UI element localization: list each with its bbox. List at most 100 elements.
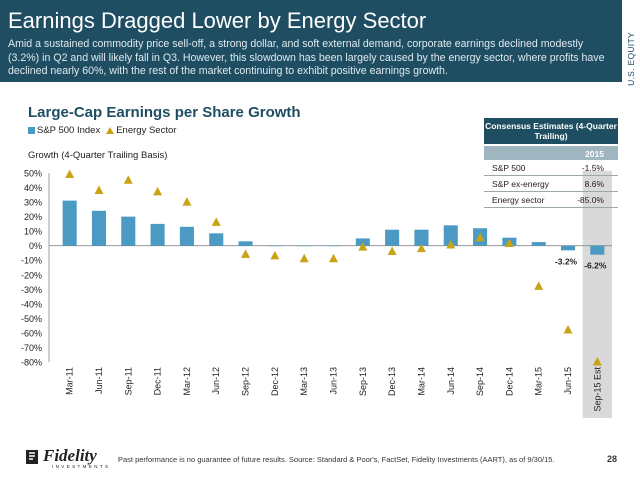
energy-marker: [446, 239, 456, 249]
section-tab-label: U.S. EQUITY: [626, 32, 636, 86]
x-tick-label: Dec-11: [153, 367, 163, 395]
consensus-row-label: S&P 500: [492, 163, 526, 173]
energy-marker: [241, 249, 251, 258]
consensus-row-label: Energy sector: [492, 195, 545, 205]
energy-marker: [182, 197, 192, 206]
x-tick-label: Sep-12: [241, 367, 251, 396]
x-tick-label: Mar-15: [534, 367, 544, 396]
sp500-bar: [121, 216, 136, 246]
legend-sp500-label: S&P 500 Index: [37, 125, 101, 136]
logo-subtext: INVESTMENTS: [52, 464, 111, 469]
y-tick-label: -70%: [21, 343, 42, 353]
sp500-bar: [267, 245, 282, 247]
y-tick-label: 40%: [24, 183, 42, 193]
energy-marker: [475, 232, 485, 242]
bar-data-label: -3.2%: [555, 256, 578, 266]
sp500-bar: [355, 238, 370, 246]
y-tick-label: -20%: [21, 270, 42, 280]
x-tick-label: Sep-14: [475, 367, 485, 396]
x-tick-label: Mar-13: [299, 367, 309, 396]
y-tick-label: -60%: [21, 328, 42, 338]
x-tick-label: Mar-14: [416, 367, 426, 396]
bar-data-label: -6.2%: [584, 261, 607, 271]
sp500-bar: [62, 200, 77, 246]
x-tick-label: Jun-11: [94, 367, 104, 394]
consensus-row: Energy sector -85.0%: [484, 192, 618, 208]
energy-marker: [65, 169, 75, 178]
page-title: Earnings Dragged Lower by Energy Sector: [8, 8, 427, 33]
sp500-bar: [238, 241, 253, 246]
x-tick-label: Dec-12: [270, 367, 280, 396]
y-tick-label: 10%: [24, 227, 42, 237]
sp500-bar: [414, 229, 429, 246]
fidelity-logo: Fidelity INVESTMENTS: [20, 445, 112, 471]
energy-marker: [504, 238, 514, 248]
consensus-row-value: -1.5%: [581, 163, 604, 173]
y-tick-label: -80%: [21, 358, 42, 368]
x-tick-label: Mar-11: [65, 367, 75, 395]
consensus-row-label: S&P ex-energy: [492, 179, 550, 189]
x-tick-label: Jun-13: [329, 367, 339, 395]
logo-mark-icon: [26, 450, 38, 464]
consensus-title: Consensus Estimates (4-Quarter Trailing): [484, 118, 618, 144]
sp500-bar: [590, 245, 605, 255]
energy-marker: [153, 186, 163, 196]
energy-marker: [211, 217, 221, 226]
legend-energy-label: Energy Sector: [116, 125, 177, 136]
y-tick-label: -30%: [21, 285, 42, 295]
energy-marker: [563, 325, 573, 334]
sp500-bar: [531, 242, 546, 246]
source-footnote: Past performance is no guarantee of futu…: [118, 455, 555, 464]
x-tick-label: Jun-12: [211, 367, 221, 395]
logo-text: Fidelity: [43, 446, 97, 465]
consensus-year: 2015: [484, 144, 618, 160]
section-tab: U.S. EQUITY: [622, 0, 640, 120]
y-axis-label: Growth (4-Quarter Trailing Basis): [28, 150, 168, 161]
sp500-bar: [91, 210, 107, 246]
x-tick-label: Sep-13: [358, 367, 368, 396]
energy-marker: [358, 242, 368, 251]
legend-triangle-icon: [106, 127, 115, 134]
y-tick-label: -40%: [21, 299, 42, 309]
consensus-table: Consensus Estimates (4-Quarter Trailing)…: [484, 118, 618, 208]
page-number: 28: [607, 454, 618, 464]
energy-marker: [592, 357, 602, 366]
energy-marker: [123, 175, 133, 184]
sp500-bar: [326, 245, 341, 247]
energy-marker: [94, 185, 104, 194]
y-tick-label: -50%: [21, 314, 42, 324]
sp500-bar: [297, 245, 312, 247]
x-tick-label: Jun-15: [563, 367, 573, 395]
y-tick-label: 0%: [29, 241, 42, 251]
sp500-bar: [385, 229, 400, 246]
x-tick-label: Mar-12: [182, 367, 192, 396]
y-tick-label: 50%: [24, 169, 42, 179]
sp500-bar: [443, 225, 458, 246]
x-tick-label: Sep-15 Est: [592, 367, 602, 412]
energy-marker: [270, 250, 280, 260]
chart-legend: S&P 500 Index Energy Sector: [28, 125, 176, 136]
consensus-row-value: -85.0%: [577, 195, 604, 205]
energy-marker: [299, 253, 309, 263]
consensus-row: S&P 500 -1.5%: [484, 160, 618, 176]
y-tick-label: 30%: [24, 198, 42, 208]
x-tick-label: Jun-14: [446, 367, 456, 395]
x-tick-label: Dec-14: [504, 367, 514, 396]
energy-marker: [387, 246, 397, 256]
sp500-bar: [209, 233, 224, 246]
energy-marker: [416, 243, 426, 253]
sp500-bar: [179, 226, 194, 246]
footer: Fidelity INVESTMENTS Past performance is…: [0, 438, 640, 480]
chart-title: Large-Cap Earnings per Share Growth: [28, 104, 301, 121]
energy-marker: [534, 281, 544, 290]
consensus-row: S&P ex-energy 8.6%: [484, 176, 618, 192]
estimate-highlight: [582, 171, 612, 418]
earnings-chart: 50% 40% 30% 20% 10% 0% -10% -20% -30% -40% -50% -60…: [21, 169, 612, 418]
page-subtitle: Amid a sustained commodity price sell-of…: [8, 38, 605, 77]
x-tick-label: Dec-13: [387, 367, 397, 396]
sp500-bar: [150, 223, 165, 246]
consensus-row-value: 8.6%: [584, 179, 604, 189]
legend-bar-swatch: [28, 127, 35, 134]
energy-marker: [329, 253, 338, 263]
y-tick-label: -10%: [21, 256, 42, 266]
